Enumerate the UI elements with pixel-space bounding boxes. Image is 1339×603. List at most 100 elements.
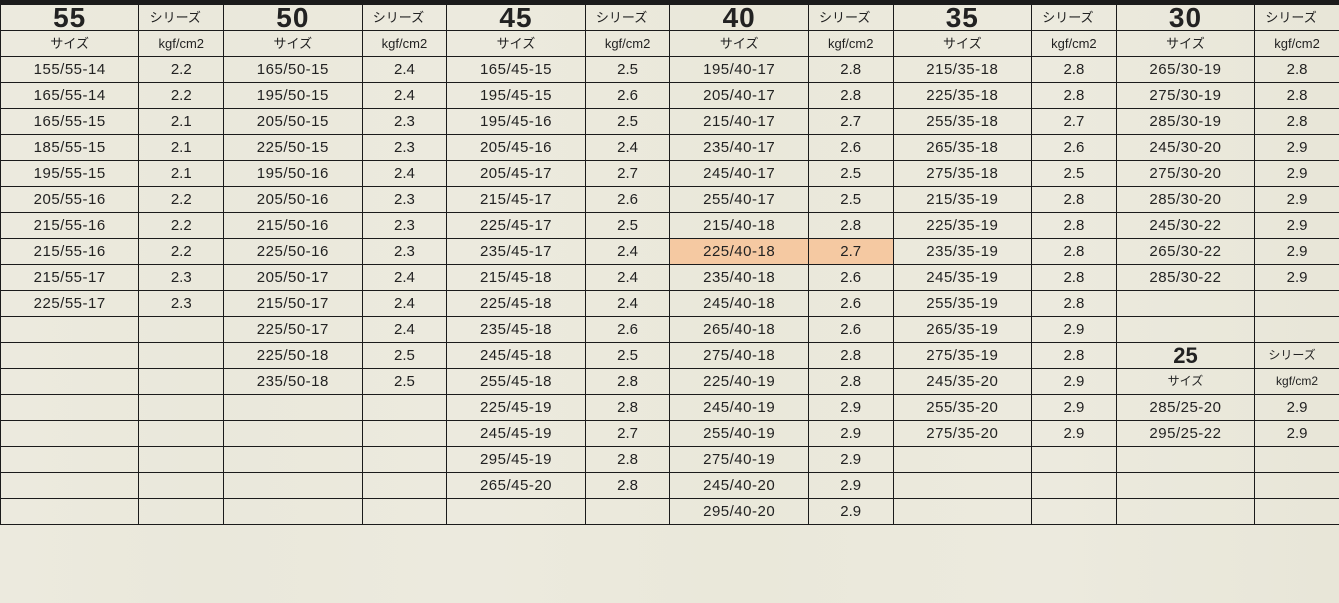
col-header-pressure: kgf/cm2 [1255, 31, 1339, 57]
empty-cell [139, 421, 224, 447]
empty-cell [1116, 291, 1254, 317]
pressure-cell: 2.7 [808, 109, 893, 135]
empty-cell [1116, 499, 1254, 525]
empty-cell [1, 473, 139, 499]
pressure-cell: 2.5 [585, 213, 670, 239]
empty-cell [224, 473, 362, 499]
empty-cell [224, 499, 362, 525]
size-cell: 215/35-19 [893, 187, 1031, 213]
pressure-cell: 2.4 [362, 265, 447, 291]
pressure-cell: 2.8 [1031, 83, 1116, 109]
size-cell: 245/40-18 [670, 291, 808, 317]
pressure-cell: 2.8 [1255, 109, 1339, 135]
size-cell: 235/35-19 [893, 239, 1031, 265]
col-header-pressure: kgf/cm2 [585, 31, 670, 57]
size-cell: 275/30-19 [1116, 83, 1254, 109]
pressure-cell: 2.9 [1255, 135, 1339, 161]
pressure-cell: 2.9 [808, 395, 893, 421]
size-cell: 185/55-15 [1, 135, 139, 161]
pressure-cell: 2.6 [808, 291, 893, 317]
size-cell: 165/45-15 [447, 57, 585, 83]
size-cell: 245/30-20 [1116, 135, 1254, 161]
empty-cell [139, 395, 224, 421]
size-cell: 245/40-19 [670, 395, 808, 421]
empty-cell [1, 499, 139, 525]
pressure-cell: 2.8 [1031, 291, 1116, 317]
empty-cell [585, 499, 670, 525]
size-cell: 295/40-20 [670, 499, 808, 525]
size-cell: 245/40-17 [670, 161, 808, 187]
size-cell: 255/35-19 [893, 291, 1031, 317]
pressure-cell: 2.6 [585, 187, 670, 213]
size-cell: 275/40-18 [670, 343, 808, 369]
size-cell: 235/40-18 [670, 265, 808, 291]
size-cell: 205/45-17 [447, 161, 585, 187]
pressure-cell: 2.9 [808, 473, 893, 499]
size-cell: 225/45-18 [447, 291, 585, 317]
pressure-cell: 2.9 [1031, 395, 1116, 421]
size-cell: 195/45-15 [447, 83, 585, 109]
pressure-cell: 2.8 [585, 473, 670, 499]
size-cell: 195/50-15 [224, 83, 362, 109]
empty-cell [1255, 473, 1339, 499]
series-number: 55 [1, 5, 139, 31]
empty-cell [1, 343, 139, 369]
col-header-pressure: kgf/cm2 [362, 31, 447, 57]
empty-cell [1031, 447, 1116, 473]
size-cell: 235/45-18 [447, 317, 585, 343]
size-cell: 255/35-20 [893, 395, 1031, 421]
size-cell: 255/40-19 [670, 421, 808, 447]
size-cell: 245/30-22 [1116, 213, 1254, 239]
size-cell: 225/50-18 [224, 343, 362, 369]
size-cell: 245/35-20 [893, 369, 1031, 395]
sub-col-header-size: サイズ [1116, 369, 1254, 395]
pressure-cell: 2.2 [139, 83, 224, 109]
size-cell: 285/30-22 [1116, 265, 1254, 291]
empty-cell [447, 499, 585, 525]
empty-cell [1255, 447, 1339, 473]
empty-cell [139, 473, 224, 499]
size-cell: 195/45-16 [447, 109, 585, 135]
col-header-pressure: kgf/cm2 [808, 31, 893, 57]
size-cell: 225/45-19 [447, 395, 585, 421]
pressure-cell: 2.8 [1255, 83, 1339, 109]
size-cell: 245/45-18 [447, 343, 585, 369]
series-number: 30 [1116, 5, 1254, 31]
pressure-cell: 2.4 [585, 291, 670, 317]
pressure-cell: 2.2 [139, 57, 224, 83]
empty-cell [362, 447, 447, 473]
pressure-cell: 2.9 [1255, 187, 1339, 213]
pressure-cell: 2.6 [585, 83, 670, 109]
size-cell: 225/40-19 [670, 369, 808, 395]
empty-cell [1255, 291, 1339, 317]
size-cell: 225/40-18 [670, 239, 808, 265]
empty-cell [224, 447, 362, 473]
empty-cell [1, 369, 139, 395]
series-label: シリーズ [585, 5, 670, 31]
pressure-cell: 2.3 [362, 213, 447, 239]
empty-cell [893, 447, 1031, 473]
sub-series-label: シリーズ [1255, 343, 1339, 369]
col-header-size: サイズ [224, 31, 362, 57]
size-cell: 285/25-20 [1116, 395, 1254, 421]
size-cell: 245/40-20 [670, 473, 808, 499]
pressure-cell: 2.7 [585, 421, 670, 447]
pressure-cell: 2.9 [1255, 395, 1339, 421]
pressure-cell: 2.3 [362, 239, 447, 265]
pressure-cell: 2.8 [1031, 57, 1116, 83]
pressure-cell: 2.8 [585, 395, 670, 421]
size-cell: 195/40-17 [670, 57, 808, 83]
pressure-cell: 2.9 [1255, 421, 1339, 447]
empty-cell [362, 421, 447, 447]
data-table: 55シリーズ50シリーズ45シリーズ40シリーズ35シリーズ30シリーズサイズk… [0, 4, 1339, 525]
series-number: 40 [670, 5, 808, 31]
pressure-cell: 2.8 [808, 83, 893, 109]
pressure-cell: 2.5 [808, 161, 893, 187]
pressure-cell: 2.5 [585, 343, 670, 369]
pressure-cell: 2.4 [362, 161, 447, 187]
size-cell: 255/45-18 [447, 369, 585, 395]
empty-cell [1255, 317, 1339, 343]
size-cell: 265/35-18 [893, 135, 1031, 161]
pressure-cell: 2.4 [585, 265, 670, 291]
empty-cell [1116, 447, 1254, 473]
